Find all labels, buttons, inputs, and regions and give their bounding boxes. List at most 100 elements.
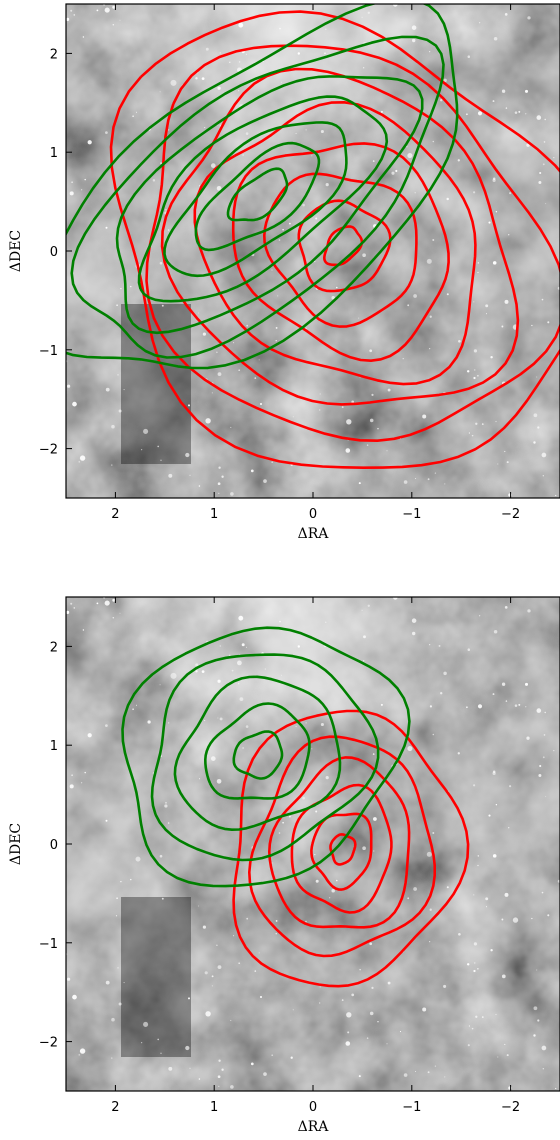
star (466, 113, 468, 116)
star (429, 908, 432, 911)
star (159, 261, 163, 265)
star (168, 473, 173, 478)
star (161, 897, 164, 900)
star (427, 478, 430, 481)
star (429, 705, 432, 708)
star (79, 455, 86, 461)
star (143, 1021, 149, 1027)
star (279, 27, 281, 30)
star (168, 129, 170, 131)
star (217, 965, 222, 970)
star (485, 897, 489, 901)
star (341, 406, 344, 408)
star (407, 304, 410, 307)
red-contour-level-4 (268, 756, 411, 929)
star (501, 89, 506, 93)
y-tick-label: 1 (50, 739, 58, 754)
star (479, 615, 481, 617)
star (165, 801, 167, 804)
star (82, 36, 85, 38)
star (96, 602, 99, 605)
star (538, 181, 542, 184)
star (217, 1075, 221, 1079)
star (141, 1042, 143, 1044)
star (395, 169, 398, 173)
star (413, 294, 417, 298)
star (188, 997, 190, 1000)
star (555, 1087, 557, 1090)
star (69, 784, 74, 789)
star (527, 609, 531, 613)
star (160, 162, 162, 165)
star (509, 192, 512, 195)
star (67, 977, 71, 981)
star (471, 1027, 474, 1030)
star (488, 221, 491, 224)
bottom-contour-panel: 2 1 0 −1 −2 −2 −1 0 1 2 ΔRA ΔDEC (8, 596, 560, 1135)
star (377, 1021, 379, 1023)
star (189, 474, 191, 476)
star (119, 19, 121, 21)
star (111, 1057, 113, 1059)
star (167, 229, 170, 231)
green-contour-level-3 (163, 121, 348, 278)
star (161, 304, 164, 307)
star (504, 450, 506, 453)
star (167, 822, 170, 824)
x-tick-label: −2 (501, 507, 520, 522)
star (351, 400, 355, 404)
star (245, 132, 249, 135)
star (432, 239, 435, 241)
star (369, 418, 374, 423)
star (168, 722, 170, 724)
star (195, 663, 199, 667)
star (198, 485, 201, 487)
star (115, 915, 118, 917)
star (230, 1019, 232, 1021)
star (80, 782, 83, 784)
star (542, 1068, 544, 1070)
star (221, 1068, 224, 1071)
star (210, 756, 216, 761)
y-tick-label: 2 (50, 640, 58, 655)
star (264, 668, 266, 670)
star (204, 720, 206, 722)
red-contour-level-8 (109, 10, 560, 469)
star (361, 609, 363, 611)
star (116, 304, 118, 307)
star (105, 980, 110, 985)
star (198, 905, 200, 907)
star (325, 776, 329, 780)
star (458, 339, 461, 343)
x-axis-label: ΔRA (298, 526, 330, 542)
star (446, 293, 449, 296)
x-tick-label: 0 (309, 1100, 317, 1115)
star (320, 129, 324, 134)
star (514, 704, 518, 707)
star (492, 770, 496, 774)
star (147, 720, 151, 724)
star (488, 814, 491, 817)
star (325, 28, 327, 30)
star (289, 815, 291, 818)
star (443, 671, 447, 676)
star (531, 324, 533, 327)
star (217, 482, 221, 486)
star (160, 1052, 162, 1054)
star (367, 604, 370, 607)
y-tick-label: 0 (50, 838, 58, 853)
star (211, 985, 213, 987)
green-contour-level-1 (232, 730, 284, 780)
star (202, 925, 206, 929)
star (78, 1054, 80, 1056)
star (539, 764, 542, 768)
green-contour-level-2 (204, 702, 311, 800)
star (468, 1025, 470, 1027)
star (336, 286, 338, 289)
star (198, 185, 201, 187)
star (477, 968, 479, 970)
star (369, 942, 373, 946)
star (361, 16, 363, 18)
green-contour-level-5 (121, 626, 411, 888)
star (341, 999, 344, 1001)
